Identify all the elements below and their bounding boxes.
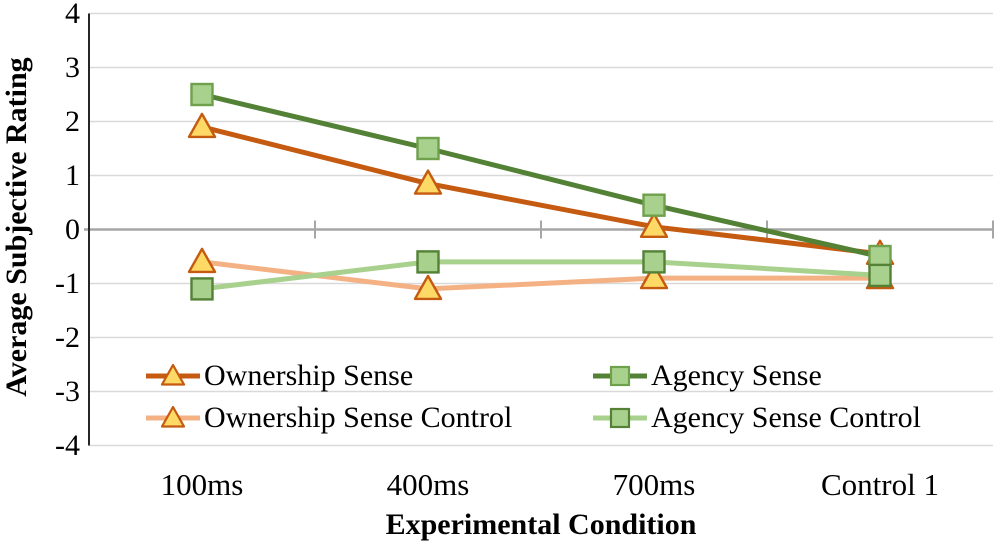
marker-ownership-sense-control — [413, 274, 443, 301]
legend: Ownership Sense Agency Sense Ownership Sen… — [146, 357, 921, 436]
y-axis-tick-label: -1 — [55, 266, 80, 300]
marker-ownership-sense — [413, 169, 443, 195]
legend-label: Ownership Sense — [204, 358, 414, 392]
legend-swatch-square-icon — [593, 365, 647, 386]
series-line-ownership-sense — [199, 124, 883, 257]
y-axis-title: Average Subjective Rating — [0, 57, 33, 397]
marker-agency-sense — [416, 136, 440, 161]
y-axis-tick-label: 0 — [65, 212, 80, 246]
marker-agency-sense-control — [416, 250, 440, 274]
x-axis-tick-label: 400ms — [386, 467, 470, 502]
legend-marker-square-icon — [609, 407, 631, 428]
marker-agency-sense-control — [868, 263, 892, 288]
legend-marker-triangle-icon — [160, 405, 186, 428]
legend-label: Ownership Sense Control — [204, 400, 513, 434]
legend-item-ownership-sense: Ownership Sense — [146, 357, 593, 394]
marker-ownership-sense — [639, 212, 669, 238]
marker-agency-sense-control — [642, 250, 666, 274]
legend-item-ownership-sense-control: Ownership Sense Control — [146, 399, 593, 436]
legend-item-agency-sense: Agency Sense — [593, 357, 921, 394]
legend-swatch-square-icon — [593, 407, 647, 428]
y-axis-tick-label: 3 — [65, 50, 80, 84]
legend-swatch-triangle-icon — [146, 363, 200, 386]
legend-marker-square-icon — [609, 365, 631, 386]
y-axis-tick-label: -3 — [55, 374, 80, 408]
legend-marker-triangle-icon — [160, 363, 186, 386]
y-axis-tick-label: -4 — [55, 428, 80, 462]
marker-agency-sense-control — [190, 277, 214, 301]
series-line-agency-sense — [199, 92, 883, 259]
marker-agency-sense — [642, 193, 666, 217]
legend-label: Agency Sense — [651, 358, 822, 392]
marker-ownership-sense — [187, 112, 217, 139]
marker-ownership-sense-control — [187, 247, 217, 274]
y-axis-tick-label: 2 — [65, 104, 80, 138]
marker-ownership-sense-control — [639, 263, 669, 290]
marker-agency-sense — [190, 82, 214, 107]
x-axis-title: Experimental Condition — [385, 508, 697, 541]
legend-item-agency-sense-control: Agency Sense Control — [593, 399, 921, 436]
series-line-agency-sense-control — [199, 259, 883, 292]
x-axis-tick-label: 100ms — [160, 467, 244, 502]
legend-label: Agency Sense Control — [651, 400, 921, 434]
y-axis-tick-label: 1 — [65, 158, 80, 192]
y-axis-tick-label: 4 — [65, 0, 80, 30]
x-axis-tick-label: 700ms — [612, 467, 696, 502]
y-axis-tick-label: -2 — [55, 320, 80, 354]
legend-swatch-triangle-icon — [146, 405, 200, 428]
x-axis-tick-label: Control 1 — [821, 467, 939, 502]
